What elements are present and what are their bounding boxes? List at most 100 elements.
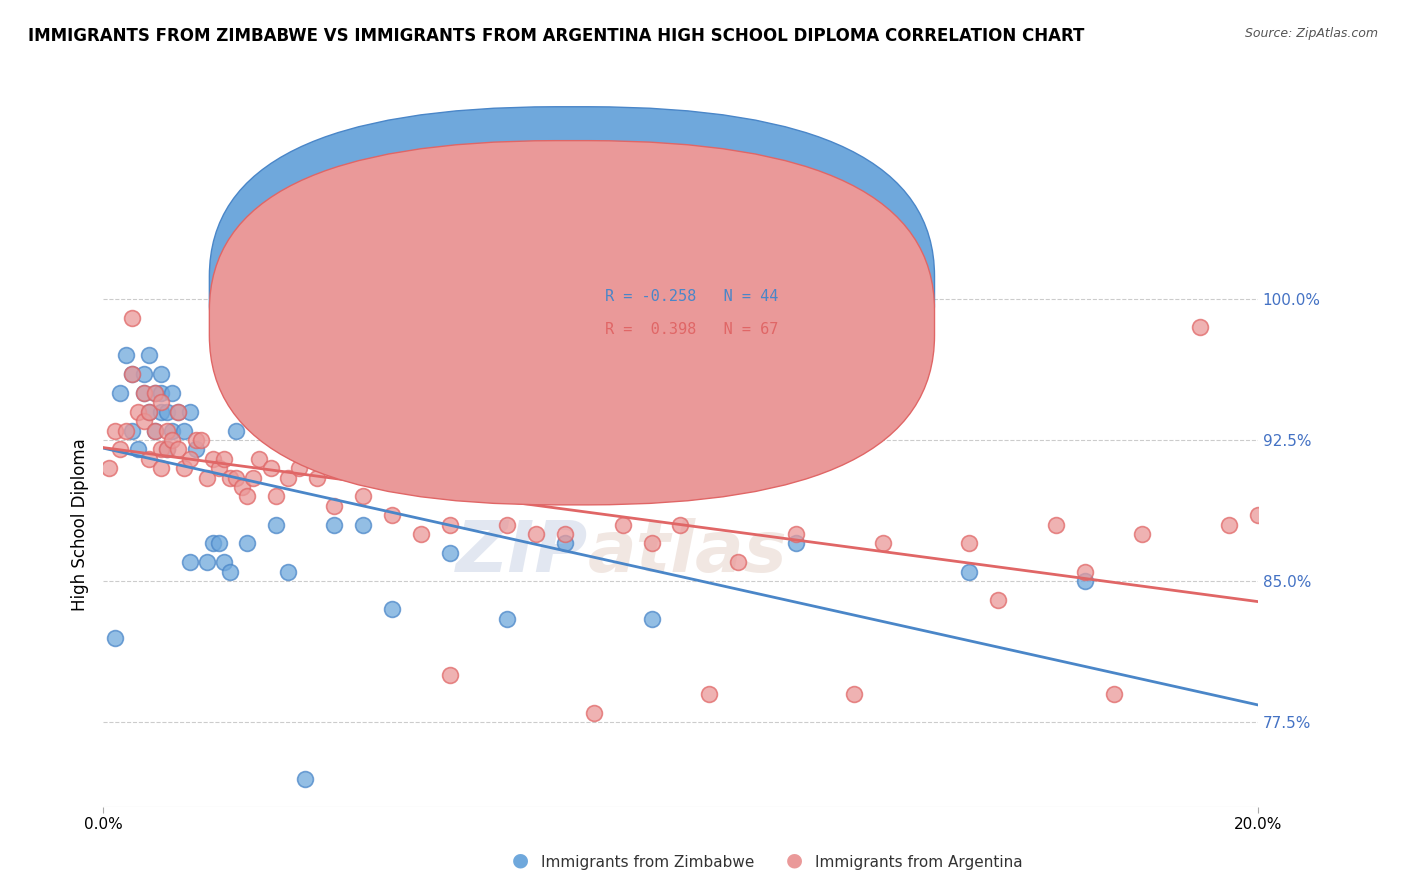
Text: atlas: atlas [588,518,787,587]
Point [785,536,807,550]
Point [149,385,172,400]
Point [143,424,166,438]
Point [132,414,155,428]
Point [179,555,201,569]
Point [149,395,172,409]
Point [640,536,662,550]
Point [121,367,143,381]
Text: ZIP: ZIP [456,518,588,587]
Point [957,536,980,550]
Point [132,385,155,400]
Point [173,461,195,475]
Point [201,536,224,550]
Point [132,367,155,381]
Point [554,527,576,541]
Point [195,470,218,484]
Point [305,470,328,484]
Text: Immigrants from Zimbabwe: Immigrants from Zimbabwe [541,855,755,870]
Point [179,451,201,466]
Point [167,405,190,419]
Point [524,527,547,541]
Point [1189,320,1212,334]
Point [1247,508,1270,523]
Point [727,555,749,569]
Point [1102,687,1125,701]
Point [352,517,374,532]
Point [842,687,865,701]
Point [872,536,894,550]
Point [195,555,218,569]
Text: Source: ZipAtlas.com: Source: ZipAtlas.com [1244,27,1378,40]
Point [496,517,519,532]
Point [149,367,172,381]
Point [640,612,662,626]
Text: R = -0.258   N = 44: R = -0.258 N = 44 [606,289,779,303]
Text: ●: ● [786,851,803,870]
Point [219,565,242,579]
Point [149,461,172,475]
Point [266,517,288,532]
Point [143,385,166,400]
Point [104,631,127,645]
Point [288,461,311,475]
Point [97,461,120,475]
Point [236,536,259,550]
Point [149,442,172,457]
Point [121,310,143,325]
Point [496,612,519,626]
Point [104,424,127,438]
Point [156,424,179,438]
Point [294,772,316,786]
Point [554,536,576,550]
Point [242,470,264,484]
Point [987,593,1010,607]
Point [214,555,236,569]
Point [149,405,172,419]
Point [207,461,229,475]
Point [236,489,259,503]
Point [669,517,692,532]
Point [323,517,346,532]
Point [156,442,179,457]
Point [156,442,179,457]
Point [121,367,143,381]
Point [1218,517,1240,532]
Point [231,480,253,494]
Text: R =  0.398   N = 67: R = 0.398 N = 67 [606,323,779,337]
Point [409,527,432,541]
Point [225,424,247,438]
Point [277,470,299,484]
Point [214,451,236,466]
Point [259,461,281,475]
Point [143,385,166,400]
Point [127,442,149,457]
Point [1073,565,1095,579]
Point [138,405,160,419]
Point [115,348,138,362]
Point [190,433,212,447]
Point [439,517,461,532]
Point [277,565,299,579]
Point [121,424,143,438]
Point [179,405,201,419]
Point [439,546,461,560]
Point [323,499,346,513]
Point [156,405,179,419]
Point [167,405,190,419]
Point [266,489,288,503]
Point [1073,574,1095,588]
Point [138,405,160,419]
Text: Immigrants from Argentina: Immigrants from Argentina [815,855,1024,870]
Y-axis label: High School Diploma: High School Diploma [72,438,89,611]
Point [201,451,224,466]
Text: ●: ● [512,851,529,870]
Point [381,602,404,616]
Point [162,424,184,438]
Point [138,451,160,466]
Point [1130,527,1153,541]
Point [247,451,270,466]
Point [162,433,184,447]
Point [167,442,190,457]
Point [110,442,132,457]
Point [1045,517,1067,532]
